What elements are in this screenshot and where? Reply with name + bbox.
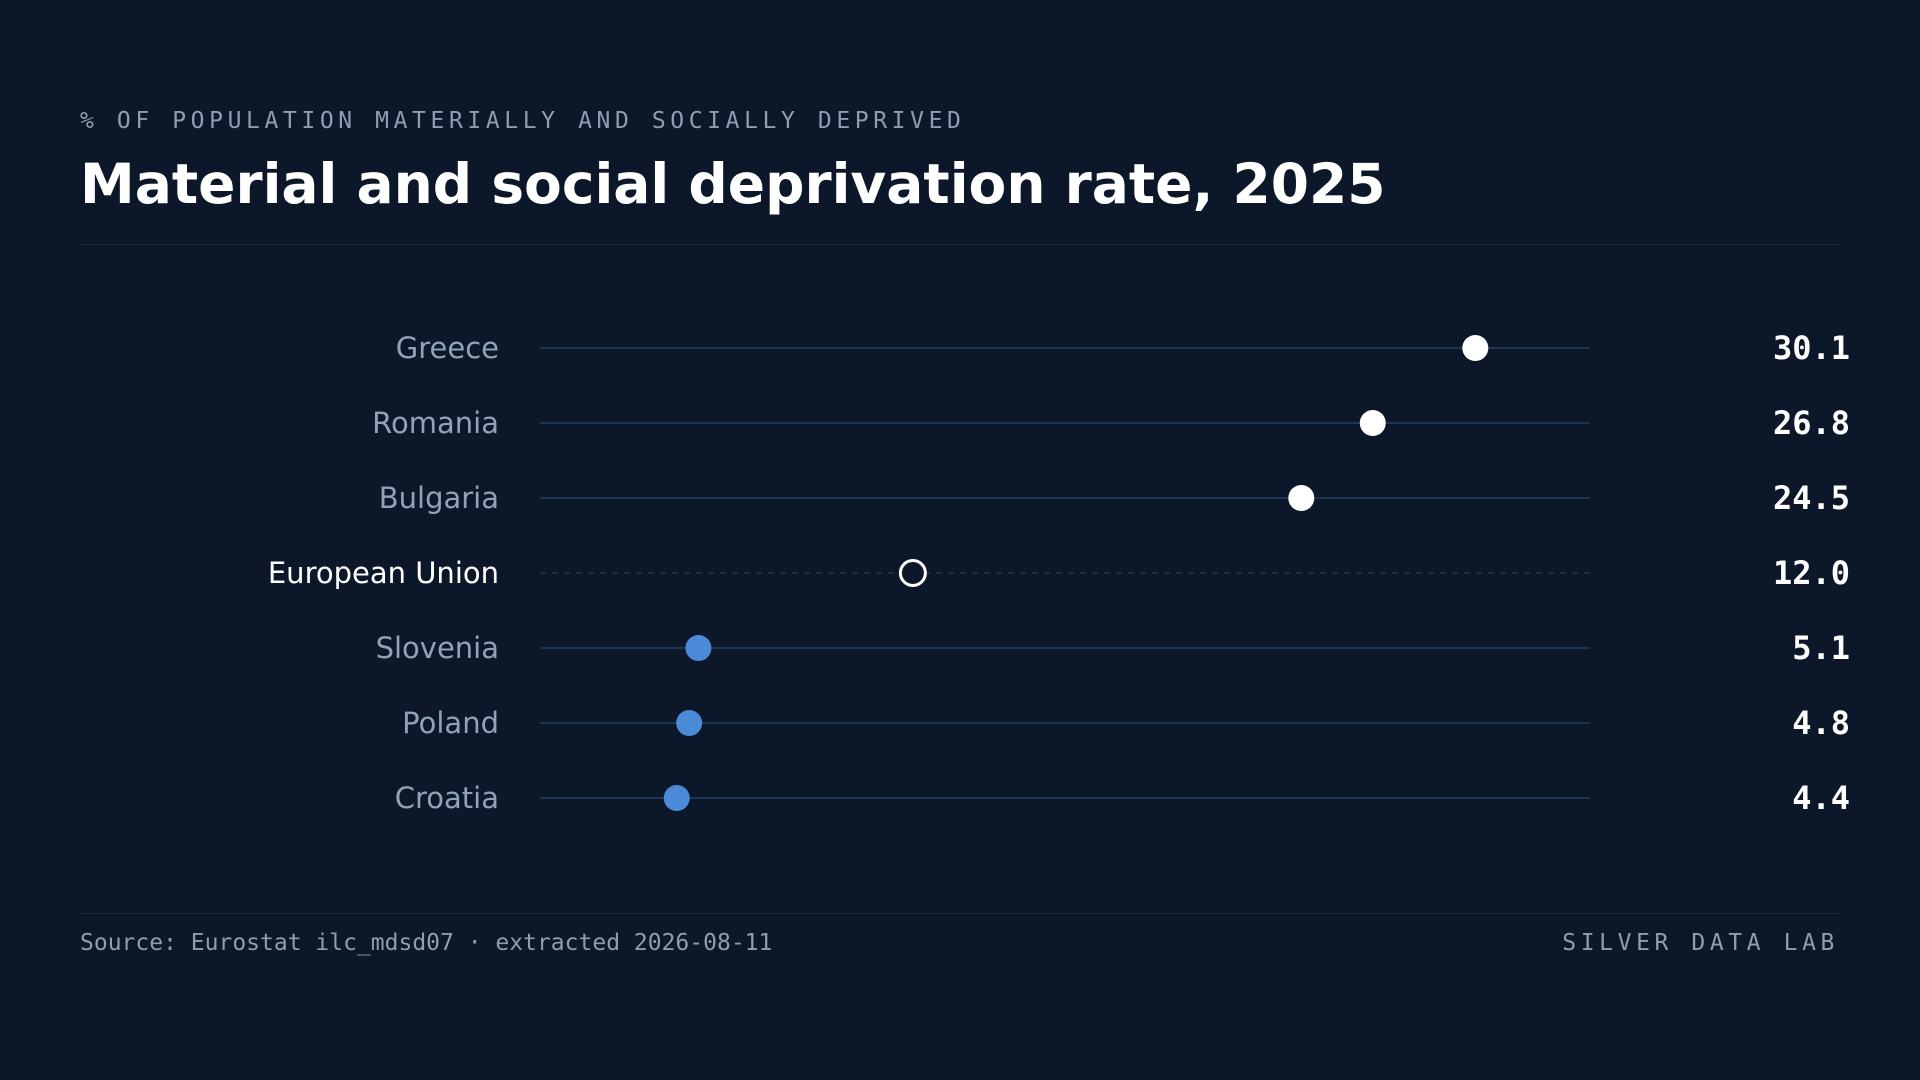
category-label-croatia: Croatia [395, 781, 499, 815]
value-label-poland: 4.8 [1792, 704, 1850, 742]
category-label-bulgaria: Bulgaria [379, 481, 499, 515]
header-divider [80, 244, 1840, 245]
value-label-romania: 26.8 [1773, 404, 1850, 442]
dot-croatia [663, 785, 690, 811]
category-label-greece: Greece [396, 331, 499, 365]
value-label-greece: 30.1 [1773, 329, 1850, 367]
dot-poland [676, 710, 703, 736]
dot-romania [1359, 410, 1386, 436]
brand-label: SILVER DATA LAB [1562, 930, 1839, 956]
dot-european-union [898, 559, 927, 587]
chart-title: Material and social deprivation rate, 20… [80, 152, 1386, 216]
value-label-bulgaria: 24.5 [1773, 479, 1850, 517]
dot-greece [1462, 335, 1489, 361]
value-label-slovenia: 5.1 [1792, 629, 1850, 667]
dot-bulgaria [1288, 485, 1315, 511]
dot-slovenia [685, 635, 712, 661]
footer-divider [80, 913, 1840, 914]
category-label-slovenia: Slovenia [376, 631, 499, 665]
value-label-croatia: 4.4 [1792, 779, 1850, 817]
category-label-poland: Poland [402, 706, 499, 740]
category-label-european-union: European Union [268, 556, 499, 590]
chart-kicker: % OF POPULATION MATERIALLY AND SOCIALLY … [80, 108, 966, 134]
value-label-european-union: 12.0 [1773, 554, 1850, 592]
category-label-romania: Romania [372, 406, 499, 440]
source-note: Source: Eurostat ilc_mdsd07 · extracted … [80, 930, 773, 956]
